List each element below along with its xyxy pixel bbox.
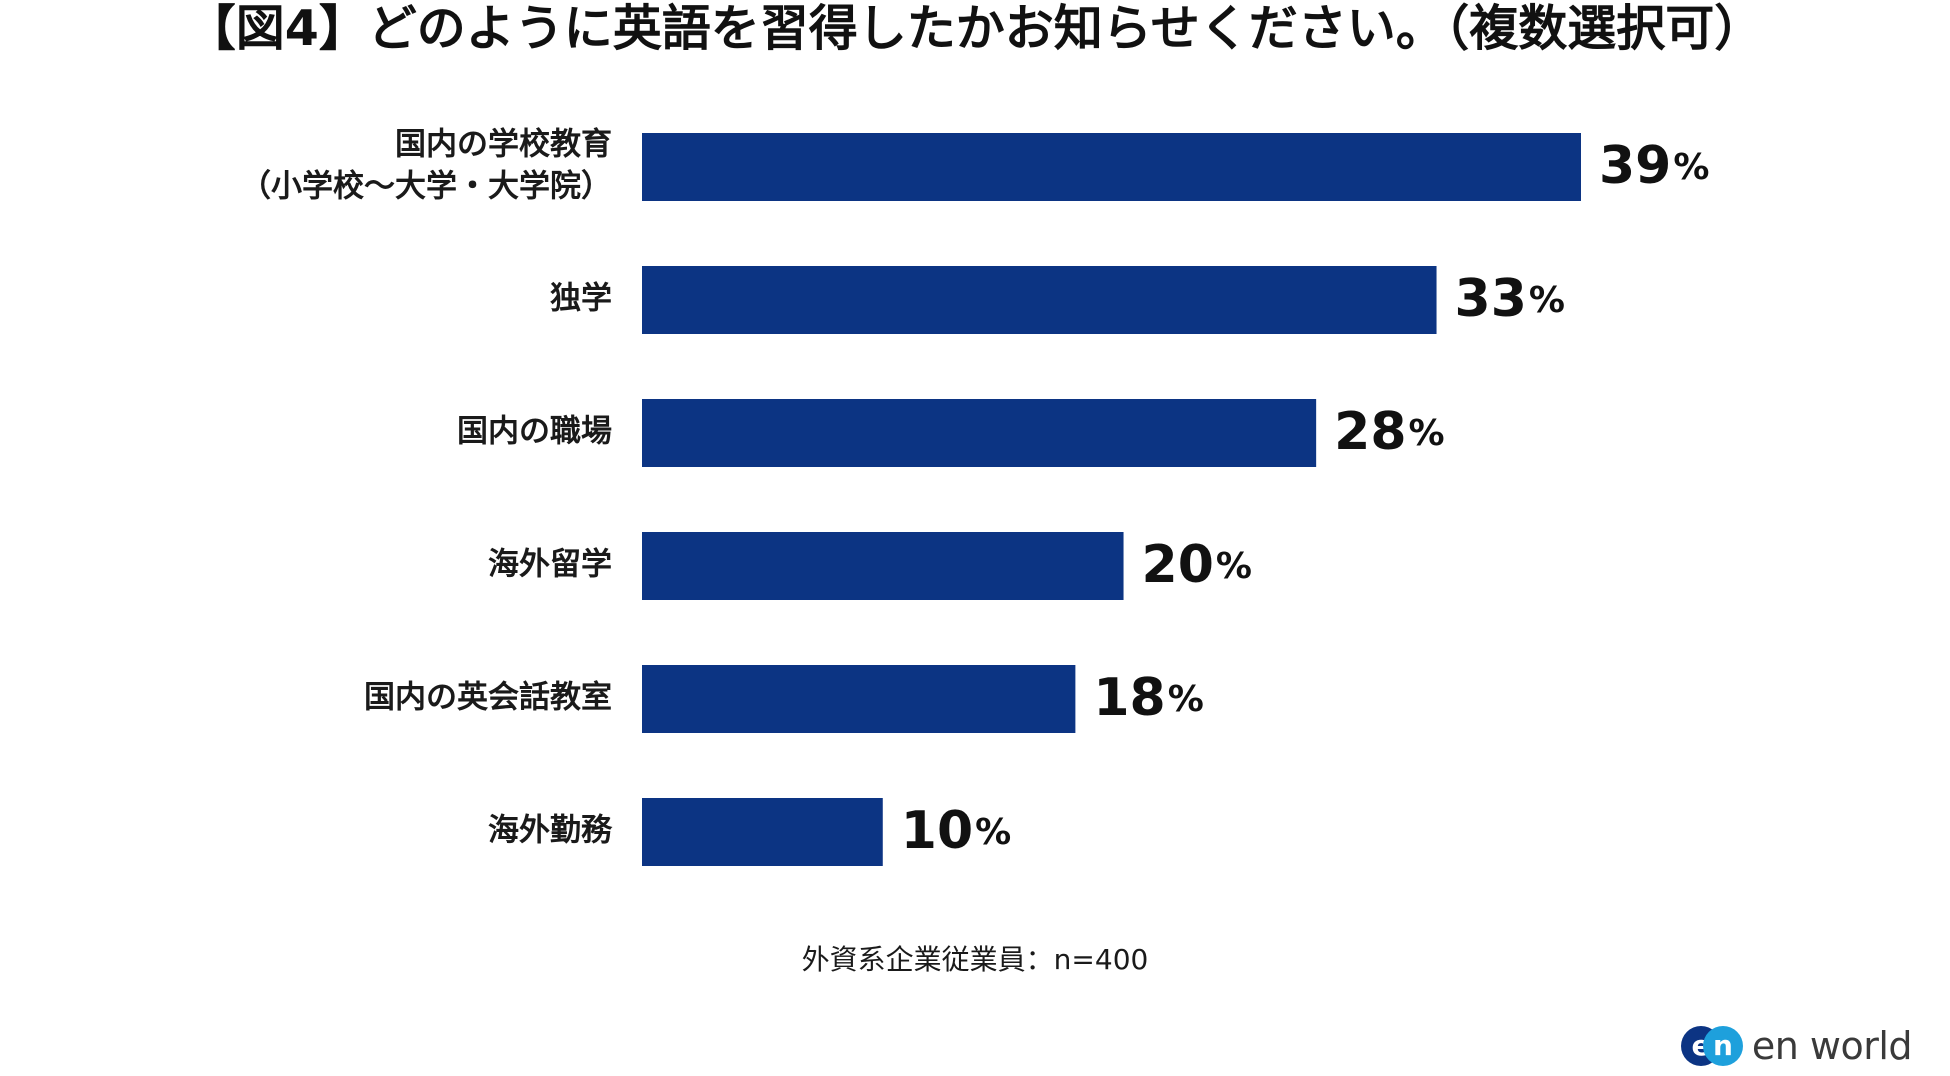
category-label-4: 海外留学	[488, 547, 612, 583]
bar-2	[642, 266, 1437, 334]
bar-chart: 国内の学校教育 （小学校〜大学・大学院） 39% 独学 33% 国内の職場 28% 海外留学 2…	[240, 127, 1709, 866]
category-label-3: 国内の職場	[457, 414, 612, 450]
value-label-1: 39%	[1599, 136, 1709, 196]
bar-1	[642, 133, 1581, 201]
value-label-2: 33%	[1455, 269, 1565, 329]
bar-4	[642, 532, 1124, 600]
value-label-3: 28%	[1334, 402, 1444, 462]
category-label-5: 国内の英会話教室	[364, 680, 612, 716]
value-label-6: 10%	[901, 801, 1011, 861]
chart-title: 【図4】どのように英語を習得したかお知らせください。（複数選択可）	[186, 0, 1764, 57]
category-label-6: 海外勤務	[488, 813, 613, 849]
brand-wordmark: en world	[1751, 1024, 1913, 1068]
category-label-1-line-1: 国内の学校教育	[395, 127, 612, 163]
logo-circle-2	[1702, 1026, 1743, 1066]
sample-size-note: 外資系企業従業員：n=400	[801, 943, 1149, 976]
bar-5	[642, 665, 1076, 733]
value-label-4: 20%	[1142, 535, 1252, 595]
bar-6	[642, 798, 883, 866]
logo-letter-2: n	[1713, 1029, 1733, 1062]
category-label-2: 独学	[550, 281, 612, 317]
value-label-5: 18%	[1093, 668, 1203, 728]
bar-3	[642, 399, 1317, 467]
category-label-1-line-2: （小学校〜大学・大学院）	[240, 169, 612, 205]
